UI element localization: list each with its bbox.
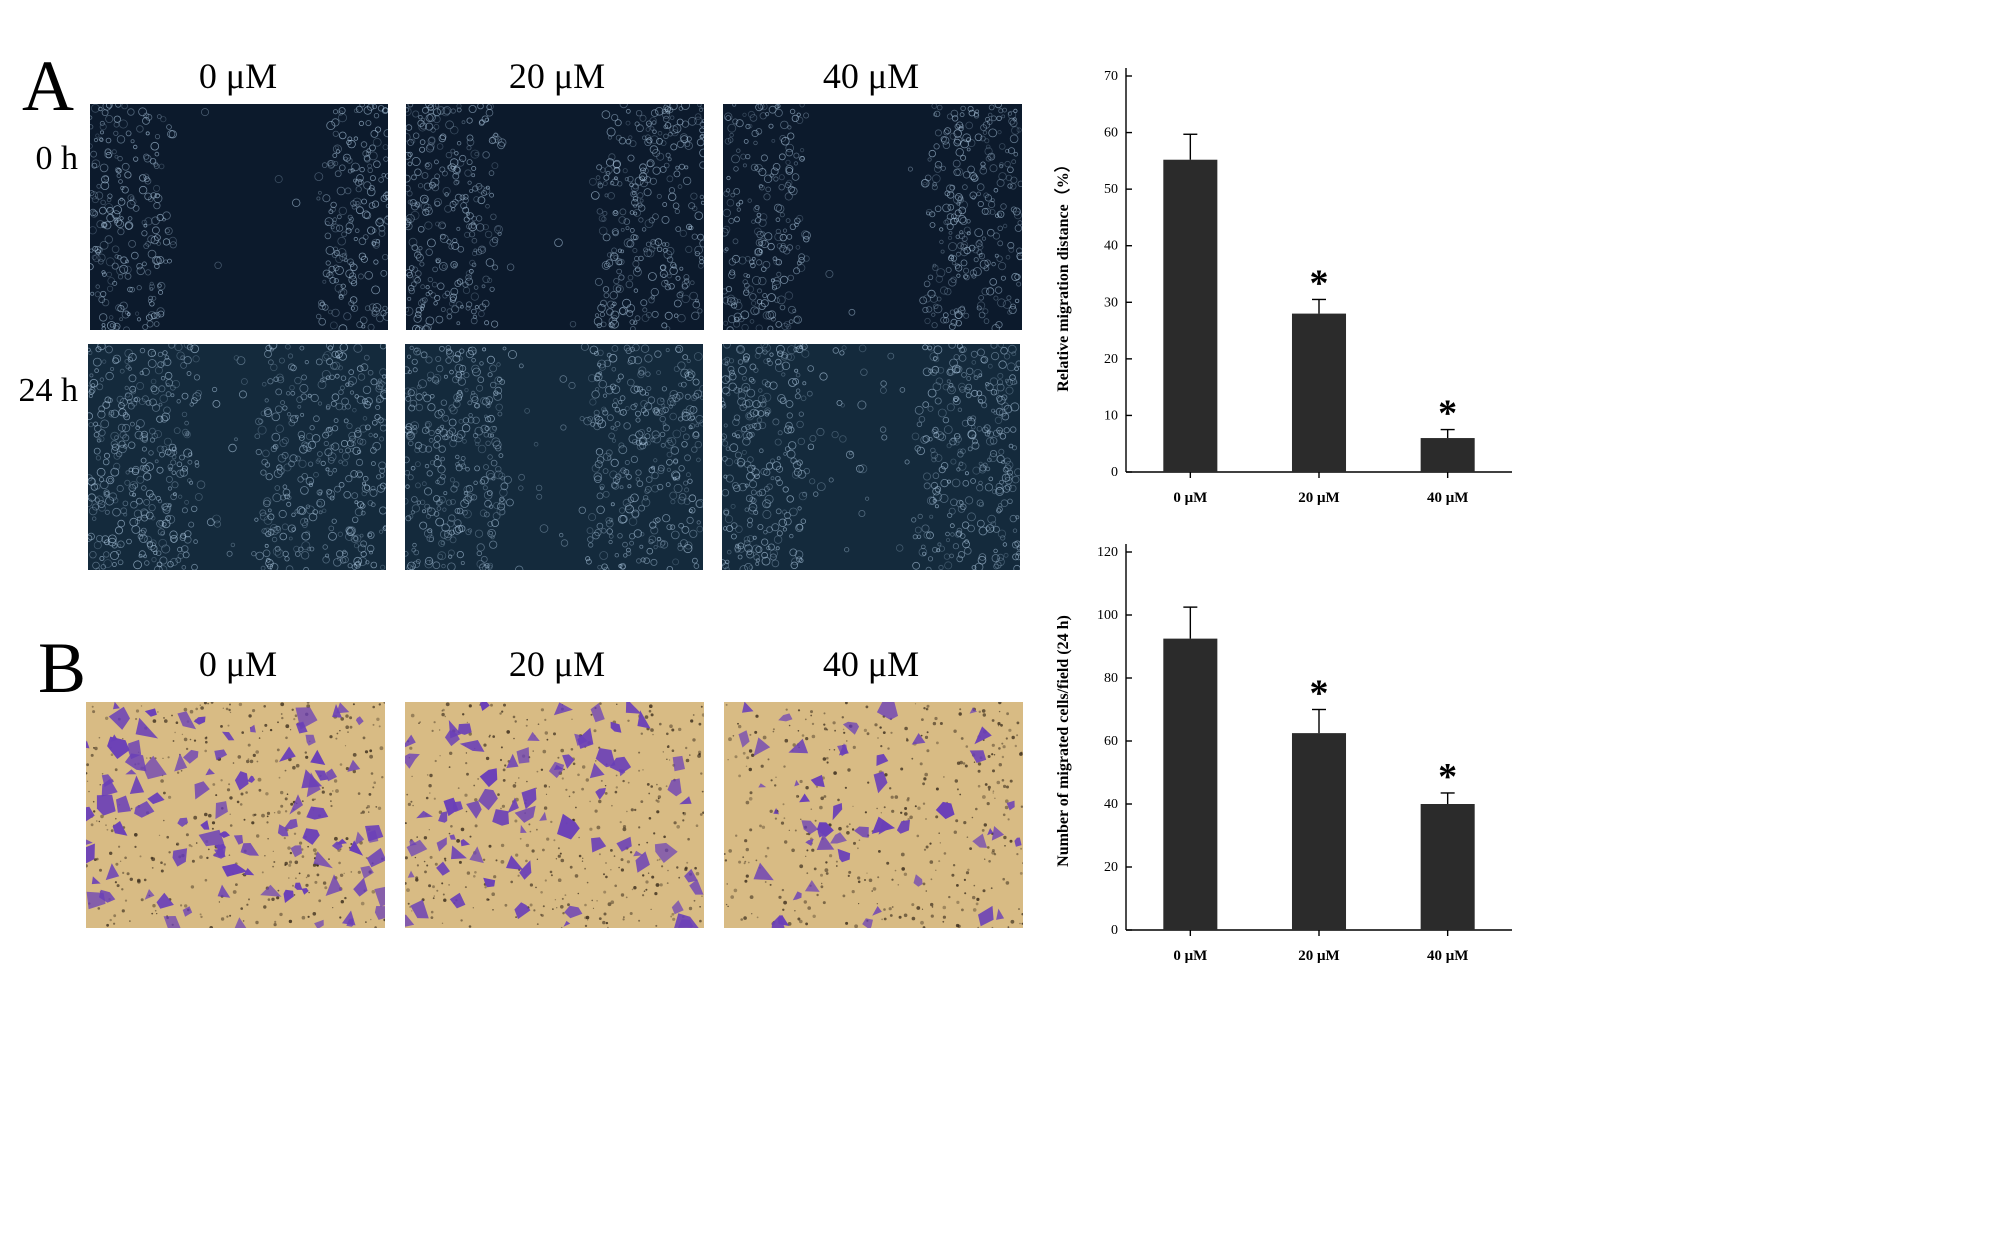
- migrated-cells-chart: 0 20 40 60 80 100 120 0 μM 20 μM * 40 μM * Number of…: [1040, 540, 1560, 980]
- scratch-image-20um-0h: [406, 104, 704, 330]
- membrane-pores: [86, 702, 385, 928]
- panel-a-col-label-20um: 20 μM: [508, 56, 606, 96]
- bar: [1291, 733, 1347, 930]
- panel-b-col-label-0um: 0 μM: [198, 644, 278, 684]
- y-tick-label: 30: [1104, 295, 1118, 310]
- panel-a-row-label-0h: 0 h: [35, 140, 79, 177]
- scratch-image-20um-24h: [405, 344, 703, 570]
- transwell-image-40um: [724, 702, 1023, 928]
- y-tick-label: 100: [1097, 608, 1118, 623]
- cell-texture: [88, 344, 386, 570]
- y-tick-label: 40: [1104, 797, 1118, 812]
- panel-a-col-label-40um: 40 μM: [822, 56, 920, 96]
- bar: [1163, 159, 1218, 472]
- x-tick-label: 0 μM: [1173, 490, 1207, 506]
- significance-marker: *: [1438, 393, 1457, 435]
- x-tick-label: 40 μM: [1427, 490, 1468, 506]
- y-tick-label: 70: [1104, 69, 1118, 84]
- x-tick-label: 40 μM: [1427, 948, 1468, 964]
- scratch-image-40um-24h: [722, 344, 1020, 570]
- stained-cells: [738, 702, 1022, 928]
- x-tick-label: 20 μM: [1298, 948, 1339, 964]
- y-tick-label: 50: [1104, 182, 1118, 197]
- y-tick-label: 60: [1104, 126, 1118, 141]
- y-tick-label: 60: [1104, 734, 1118, 749]
- x-tick-label: 0 μM: [1173, 948, 1207, 964]
- y-tick-label: 20: [1104, 352, 1118, 367]
- panel-b-label: B: [38, 628, 87, 708]
- x-tick-label: 20 μM: [1298, 490, 1339, 506]
- y-tick-label: 0: [1111, 923, 1118, 938]
- scratch-image-40um-0h: [723, 104, 1022, 330]
- panel-b-col-label-20um: 20 μM: [508, 644, 606, 684]
- figure: A 0 μM 20 μM 40 μM 0 h 24 h B 0 μM 20 μM…: [18, 46, 1560, 980]
- migration-distance-chart: 0 10 20 30 40 50 60 70 0 μM 20 μM * 40 μM * Relative …: [1040, 60, 1560, 522]
- cell-texture: [90, 104, 388, 330]
- y-tick-label: 0: [1111, 465, 1118, 480]
- cell-texture: [722, 344, 1020, 570]
- scratch-image-0um-24h: [88, 344, 386, 570]
- significance-marker: *: [1438, 756, 1457, 798]
- panel-a-col-label-0um: 0 μM: [198, 56, 278, 96]
- panel-a-row-label-24h: 24 h: [18, 372, 79, 409]
- y-axis-label: Number of migrated cells/field (24 h): [1055, 615, 1072, 867]
- y-tick-label: 120: [1097, 545, 1118, 560]
- y-tick-label: 40: [1104, 239, 1118, 254]
- transwell-image-0um: [86, 702, 385, 928]
- panel-b-col-label-40um: 40 μM: [822, 644, 920, 684]
- y-tick-label: 10: [1104, 408, 1118, 423]
- panel-a-label: A: [22, 46, 74, 126]
- membrane-pores: [724, 702, 1023, 928]
- significance-marker: *: [1310, 262, 1329, 304]
- bar: [1420, 438, 1475, 472]
- bar: [1291, 313, 1347, 472]
- bar: [1163, 638, 1218, 930]
- cell-texture: [723, 104, 1022, 330]
- significance-marker: *: [1310, 673, 1329, 715]
- cell-texture: [406, 104, 704, 330]
- bar: [1420, 804, 1475, 930]
- stained-cells: [86, 702, 385, 928]
- y-axis-label: Relative migration distance（%）: [1054, 156, 1072, 392]
- cell-texture: [405, 344, 703, 570]
- y-tick-label: 20: [1104, 860, 1118, 875]
- scratch-image-0um-0h: [90, 104, 388, 330]
- stained-cells: [405, 702, 704, 928]
- y-tick-label: 80: [1104, 671, 1118, 686]
- transwell-image-20um: [405, 702, 704, 928]
